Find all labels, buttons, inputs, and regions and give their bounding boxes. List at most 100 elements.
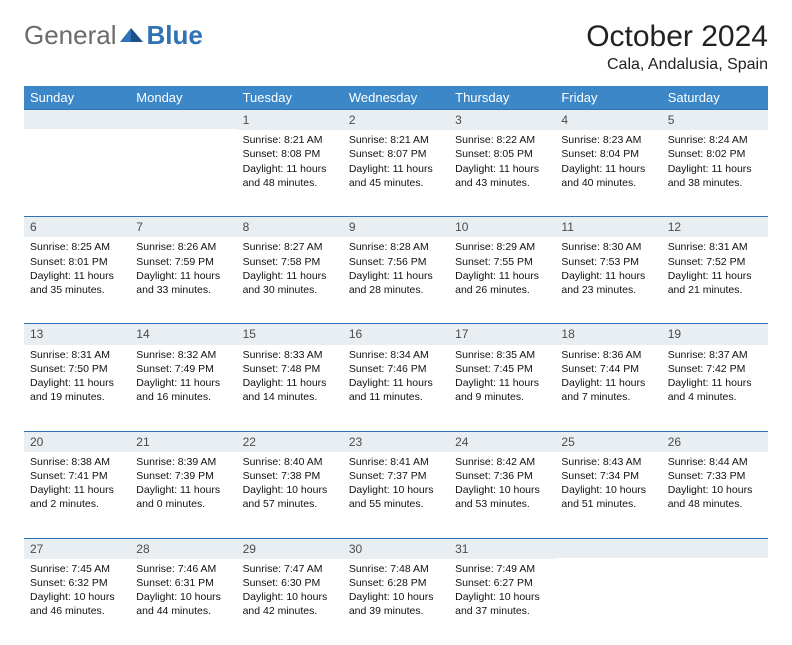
calendar-cell: Sunrise: 8:38 AMSunset: 7:41 PMDaylight:… (24, 452, 130, 538)
daylight-line: Daylight: 11 hours and 40 minutes. (561, 162, 655, 190)
daylight-line: Daylight: 11 hours and 4 minutes. (668, 376, 762, 404)
sunset-line: Sunset: 6:27 PM (455, 576, 549, 590)
sunrise-line: Sunrise: 8:33 AM (243, 348, 337, 362)
location-text: Cala, Andalusia, Spain (586, 56, 768, 74)
calendar-cell: Sunrise: 8:30 AMSunset: 7:53 PMDaylight:… (555, 237, 661, 323)
sunrise-line: Sunrise: 7:48 AM (349, 562, 443, 576)
sunset-line: Sunset: 6:28 PM (349, 576, 443, 590)
page-title: October 2024 (586, 20, 768, 54)
day-details: Sunrise: 8:31 AMSunset: 7:52 PMDaylight:… (662, 237, 768, 303)
sunset-line: Sunset: 7:55 PM (455, 255, 549, 269)
sunset-line: Sunset: 7:48 PM (243, 362, 337, 376)
calendar-cell: Sunrise: 8:26 AMSunset: 7:59 PMDaylight:… (130, 237, 236, 323)
sunset-line: Sunset: 8:04 PM (561, 147, 655, 161)
day-number: 10 (449, 216, 555, 237)
day-number: 14 (130, 323, 236, 344)
calendar-cell: Sunrise: 8:25 AMSunset: 8:01 PMDaylight:… (24, 237, 130, 323)
logo-icon (120, 20, 144, 51)
calendar-head: SundayMondayTuesdayWednesdayThursdayFrid… (24, 86, 768, 109)
day-number: 12 (662, 216, 768, 237)
sunrise-line: Sunrise: 8:25 AM (30, 240, 124, 254)
day-number: 23 (343, 431, 449, 452)
day-number-empty (24, 109, 130, 129)
sunrise-line: Sunrise: 8:38 AM (30, 455, 124, 469)
sunrise-line: Sunrise: 8:41 AM (349, 455, 443, 469)
daylight-line: Daylight: 11 hours and 28 minutes. (349, 269, 443, 297)
calendar-cell (24, 130, 130, 216)
day-number: 20 (24, 431, 130, 452)
calendar-cell: Sunrise: 7:48 AMSunset: 6:28 PMDaylight:… (343, 559, 449, 645)
day-header: Thursday (449, 86, 555, 109)
sunrise-line: Sunrise: 8:21 AM (243, 133, 337, 147)
day-details: Sunrise: 8:42 AMSunset: 7:36 PMDaylight:… (449, 452, 555, 518)
logo: General Blue (24, 20, 203, 51)
sunset-line: Sunset: 7:56 PM (349, 255, 443, 269)
daylight-line: Daylight: 10 hours and 48 minutes. (668, 483, 762, 511)
calendar-cell: Sunrise: 8:33 AMSunset: 7:48 PMDaylight:… (237, 345, 343, 431)
day-details: Sunrise: 8:25 AMSunset: 8:01 PMDaylight:… (24, 237, 130, 303)
week-number-row: 13141516171819 (24, 323, 768, 344)
day-details: Sunrise: 8:43 AMSunset: 7:34 PMDaylight:… (555, 452, 661, 518)
daylight-line: Daylight: 11 hours and 26 minutes. (455, 269, 549, 297)
day-details: Sunrise: 8:37 AMSunset: 7:42 PMDaylight:… (662, 345, 768, 411)
sunrise-line: Sunrise: 7:46 AM (136, 562, 230, 576)
day-number: 16 (343, 323, 449, 344)
day-number: 11 (555, 216, 661, 237)
sunset-line: Sunset: 7:38 PM (243, 469, 337, 483)
calendar-cell: Sunrise: 7:46 AMSunset: 6:31 PMDaylight:… (130, 559, 236, 645)
sunset-line: Sunset: 7:39 PM (136, 469, 230, 483)
sunset-line: Sunset: 8:05 PM (455, 147, 549, 161)
day-number: 1 (237, 109, 343, 130)
day-number: 31 (449, 538, 555, 559)
day-details: Sunrise: 8:31 AMSunset: 7:50 PMDaylight:… (24, 345, 130, 411)
calendar-cell: Sunrise: 8:27 AMSunset: 7:58 PMDaylight:… (237, 237, 343, 323)
sunset-line: Sunset: 7:33 PM (668, 469, 762, 483)
day-number: 30 (343, 538, 449, 559)
daylight-line: Daylight: 11 hours and 45 minutes. (349, 162, 443, 190)
calendar-body: 12345Sunrise: 8:21 AMSunset: 8:08 PMDayl… (24, 109, 768, 645)
daylight-line: Daylight: 11 hours and 16 minutes. (136, 376, 230, 404)
daylight-line: Daylight: 10 hours and 53 minutes. (455, 483, 549, 511)
daylight-line: Daylight: 10 hours and 55 minutes. (349, 483, 443, 511)
sunrise-line: Sunrise: 8:44 AM (668, 455, 762, 469)
sunrise-line: Sunrise: 8:35 AM (455, 348, 549, 362)
sunset-line: Sunset: 7:49 PM (136, 362, 230, 376)
day-details: Sunrise: 8:34 AMSunset: 7:46 PMDaylight:… (343, 345, 449, 411)
day-details: Sunrise: 7:47 AMSunset: 6:30 PMDaylight:… (237, 559, 343, 625)
day-number: 5 (662, 109, 768, 130)
day-number: 17 (449, 323, 555, 344)
day-details: Sunrise: 7:49 AMSunset: 6:27 PMDaylight:… (449, 559, 555, 625)
calendar-cell: Sunrise: 7:49 AMSunset: 6:27 PMDaylight:… (449, 559, 555, 645)
day-number: 18 (555, 323, 661, 344)
sunset-line: Sunset: 6:30 PM (243, 576, 337, 590)
day-number: 25 (555, 431, 661, 452)
day-details: Sunrise: 8:30 AMSunset: 7:53 PMDaylight:… (555, 237, 661, 303)
sunrise-line: Sunrise: 8:27 AM (243, 240, 337, 254)
calendar-cell: Sunrise: 8:42 AMSunset: 7:36 PMDaylight:… (449, 452, 555, 538)
sunset-line: Sunset: 7:45 PM (455, 362, 549, 376)
daylight-line: Daylight: 11 hours and 0 minutes. (136, 483, 230, 511)
sunrise-line: Sunrise: 8:34 AM (349, 348, 443, 362)
sunset-line: Sunset: 7:50 PM (30, 362, 124, 376)
sunrise-line: Sunrise: 8:22 AM (455, 133, 549, 147)
title-block: October 2024 Cala, Andalusia, Spain (586, 20, 768, 74)
calendar-cell: Sunrise: 8:29 AMSunset: 7:55 PMDaylight:… (449, 237, 555, 323)
calendar-cell: Sunrise: 8:37 AMSunset: 7:42 PMDaylight:… (662, 345, 768, 431)
calendar-cell: Sunrise: 8:39 AMSunset: 7:39 PMDaylight:… (130, 452, 236, 538)
day-number: 26 (662, 431, 768, 452)
sunrise-line: Sunrise: 7:49 AM (455, 562, 549, 576)
sunrise-line: Sunrise: 8:30 AM (561, 240, 655, 254)
calendar-cell: Sunrise: 8:28 AMSunset: 7:56 PMDaylight:… (343, 237, 449, 323)
sunrise-line: Sunrise: 8:32 AM (136, 348, 230, 362)
calendar-cell: Sunrise: 8:31 AMSunset: 7:52 PMDaylight:… (662, 237, 768, 323)
calendar-cell: Sunrise: 8:23 AMSunset: 8:04 PMDaylight:… (555, 130, 661, 216)
sunset-line: Sunset: 7:52 PM (668, 255, 762, 269)
day-number: 24 (449, 431, 555, 452)
day-number: 9 (343, 216, 449, 237)
header: General Blue October 2024 Cala, Andalusi… (24, 20, 768, 74)
sunrise-line: Sunrise: 8:31 AM (668, 240, 762, 254)
sunset-line: Sunset: 7:34 PM (561, 469, 655, 483)
day-details: Sunrise: 8:40 AMSunset: 7:38 PMDaylight:… (237, 452, 343, 518)
day-number: 19 (662, 323, 768, 344)
calendar-cell: Sunrise: 8:31 AMSunset: 7:50 PMDaylight:… (24, 345, 130, 431)
